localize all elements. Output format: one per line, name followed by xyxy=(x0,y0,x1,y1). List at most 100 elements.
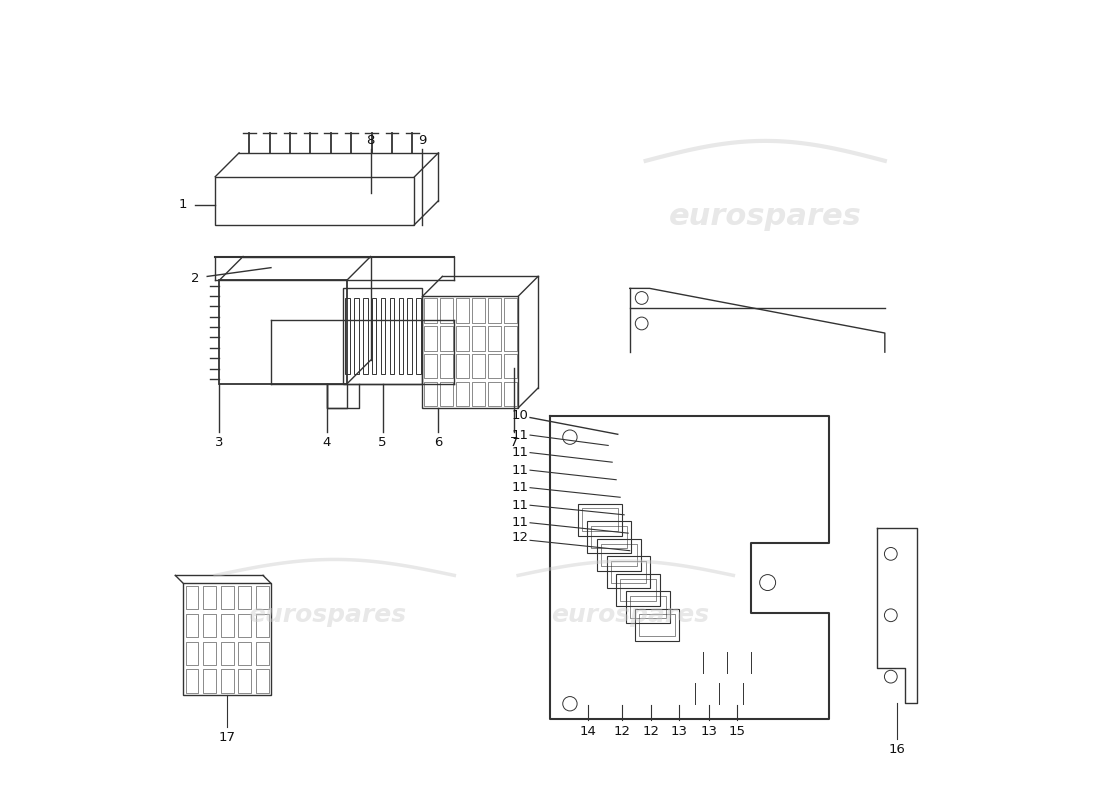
Bar xyxy=(372,298,376,374)
Bar xyxy=(186,642,198,665)
Text: 12: 12 xyxy=(613,725,630,738)
Text: 13: 13 xyxy=(701,725,718,738)
Bar xyxy=(440,354,453,378)
Bar xyxy=(472,298,485,322)
Text: 11: 11 xyxy=(512,446,528,459)
Text: 7: 7 xyxy=(510,436,518,449)
Bar xyxy=(407,298,411,374)
Bar xyxy=(455,354,469,378)
Bar xyxy=(256,586,268,609)
Bar xyxy=(487,382,500,406)
Bar xyxy=(440,298,453,322)
Bar xyxy=(186,670,198,693)
Bar xyxy=(256,642,268,665)
Bar xyxy=(239,586,251,609)
Bar xyxy=(221,670,233,693)
Text: 5: 5 xyxy=(378,436,387,449)
Bar xyxy=(186,614,198,637)
Bar xyxy=(616,574,660,606)
Bar xyxy=(455,298,469,322)
Bar xyxy=(343,288,422,384)
Bar xyxy=(398,298,403,374)
Bar xyxy=(424,382,437,406)
Bar xyxy=(204,642,216,665)
Bar xyxy=(219,281,346,384)
Text: 11: 11 xyxy=(512,429,528,442)
Bar xyxy=(184,583,271,695)
Bar xyxy=(424,354,437,378)
Bar xyxy=(204,586,216,609)
Bar xyxy=(440,382,453,406)
Text: 10: 10 xyxy=(512,409,528,422)
Bar xyxy=(186,586,198,609)
Text: 8: 8 xyxy=(366,134,375,147)
Bar xyxy=(578,504,621,535)
Bar xyxy=(606,556,650,588)
Text: 4: 4 xyxy=(322,436,331,449)
Bar xyxy=(381,298,385,374)
Bar xyxy=(416,298,420,374)
Text: 9: 9 xyxy=(418,134,427,147)
Text: 14: 14 xyxy=(580,725,596,738)
Text: 3: 3 xyxy=(214,436,223,449)
Bar xyxy=(256,614,268,637)
Bar xyxy=(636,609,679,641)
Bar xyxy=(221,642,233,665)
Bar xyxy=(629,596,666,618)
Text: 16: 16 xyxy=(889,742,905,756)
Bar xyxy=(472,354,485,378)
Bar xyxy=(221,614,233,637)
Bar xyxy=(504,354,517,378)
Bar xyxy=(504,326,517,350)
Bar xyxy=(597,538,641,570)
Bar xyxy=(424,326,437,350)
Bar xyxy=(216,177,415,225)
Bar xyxy=(354,298,359,374)
Bar xyxy=(504,382,517,406)
Text: 11: 11 xyxy=(512,464,528,477)
Text: 11: 11 xyxy=(512,498,528,512)
Bar xyxy=(440,326,453,350)
Bar xyxy=(487,326,500,350)
Bar xyxy=(389,298,394,374)
Text: 13: 13 xyxy=(671,725,688,738)
Text: 6: 6 xyxy=(434,436,442,449)
Bar xyxy=(363,298,367,374)
Bar xyxy=(601,543,637,566)
Bar xyxy=(610,561,647,583)
Bar xyxy=(239,614,251,637)
Bar xyxy=(472,326,485,350)
Bar xyxy=(582,509,618,530)
Bar xyxy=(345,298,350,374)
Bar xyxy=(239,670,251,693)
Bar xyxy=(256,670,268,693)
Bar xyxy=(592,526,627,548)
Bar xyxy=(221,586,233,609)
Bar xyxy=(422,296,518,408)
Bar xyxy=(487,298,500,322)
Bar xyxy=(487,354,500,378)
Text: 15: 15 xyxy=(729,725,746,738)
Text: 12: 12 xyxy=(642,725,660,738)
Bar xyxy=(455,326,469,350)
Text: eurospares: eurospares xyxy=(669,202,861,231)
Text: 1: 1 xyxy=(179,198,187,211)
Text: 17: 17 xyxy=(219,730,235,744)
Text: eurospares: eurospares xyxy=(551,603,708,627)
Bar xyxy=(424,298,437,322)
Bar xyxy=(472,382,485,406)
Text: 11: 11 xyxy=(512,481,528,494)
Bar xyxy=(455,382,469,406)
Bar xyxy=(204,614,216,637)
Bar xyxy=(587,521,631,553)
Bar xyxy=(626,591,670,623)
Text: 2: 2 xyxy=(191,272,199,286)
Text: eurospares: eurospares xyxy=(248,603,406,627)
Bar xyxy=(620,578,656,601)
Text: 11: 11 xyxy=(512,516,528,530)
Bar xyxy=(204,670,216,693)
Bar xyxy=(639,614,675,636)
Bar xyxy=(504,298,517,322)
Bar xyxy=(239,642,251,665)
Text: 12: 12 xyxy=(512,531,528,545)
